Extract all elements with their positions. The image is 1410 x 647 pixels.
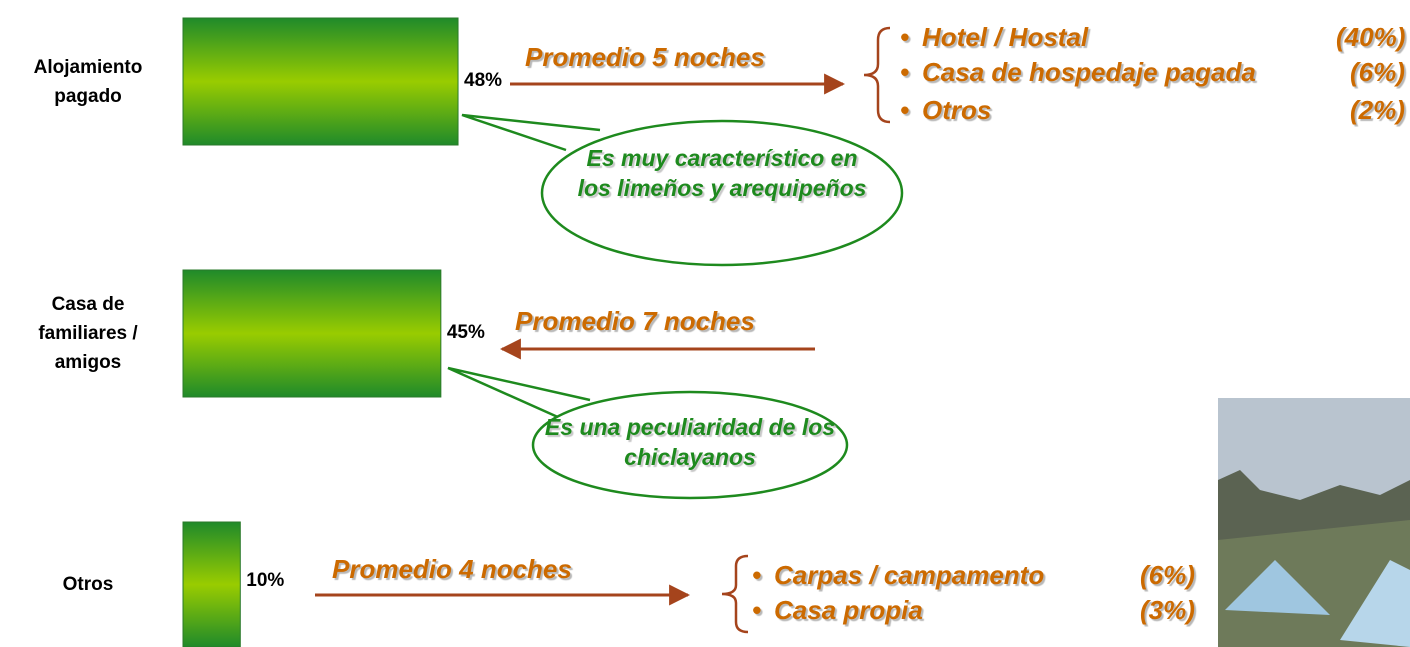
photo xyxy=(1218,398,1410,647)
value-label: 10% xyxy=(246,570,285,591)
bar xyxy=(182,521,241,647)
breakdown-label: Otros xyxy=(922,95,992,125)
average-label: Promedio 5 noches xyxy=(525,42,765,72)
callout-text: Es muy característico en los limeños y a… xyxy=(577,145,867,201)
breakdown-share: (3%) xyxy=(1140,595,1195,625)
bar xyxy=(182,269,442,398)
average-label: Promedio 4 noches xyxy=(332,554,572,584)
value-label: 45% xyxy=(446,322,485,343)
bullet: • xyxy=(752,595,762,625)
callout-tail xyxy=(461,113,601,152)
average-label: Promedio 7 noches xyxy=(515,306,755,336)
breakdown-label: Carpas / campamento xyxy=(774,560,1045,590)
callout-bubble xyxy=(531,390,849,500)
arrows xyxy=(315,73,846,606)
brace xyxy=(721,554,749,634)
breakdown-share: (2%) xyxy=(1350,95,1405,125)
breakdown-share: (6%) xyxy=(1140,560,1195,590)
braces xyxy=(721,26,891,634)
breakdown-share: (40%) xyxy=(1336,22,1406,52)
bullet: • xyxy=(752,560,762,590)
brace xyxy=(863,26,891,124)
callout-text: Es una peculiaridad de los chiclayanos xyxy=(544,414,836,470)
breakdown-label: Casa de hospedaje pagada xyxy=(922,57,1256,87)
callout-bubble xyxy=(540,119,904,267)
category-label: Alojamiento pagado xyxy=(33,56,143,107)
value-label: 48% xyxy=(464,70,503,91)
breakdown-label: Casa propia xyxy=(774,595,923,625)
callout-shapes xyxy=(447,113,904,500)
bullet: • xyxy=(900,22,910,52)
breakdown-share: (6%) xyxy=(1350,57,1405,87)
category-label: Casa de familiares / amigos xyxy=(38,294,138,373)
callout-tail xyxy=(447,366,591,420)
breakdown-label: Hotel / Hostal xyxy=(922,22,1089,52)
bar xyxy=(182,17,459,146)
category-label: Otros xyxy=(62,574,114,595)
bullet: • xyxy=(900,57,910,87)
bullet: • xyxy=(900,95,910,125)
